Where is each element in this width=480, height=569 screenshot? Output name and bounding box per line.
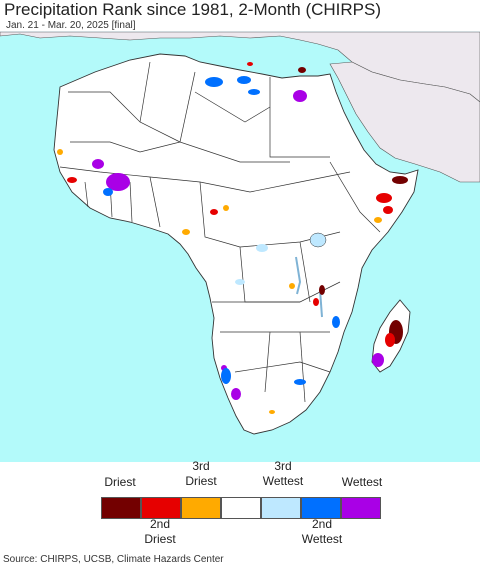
source-credit: Source: CHIRPS, UCSB, Climate Hazards Ce… xyxy=(3,554,224,565)
legend-swatch-second-wettest xyxy=(301,497,341,519)
africa-land xyxy=(53,53,419,435)
legend-swatch-third-driest xyxy=(181,497,221,519)
legend-label-third-driest: 3rd Driest xyxy=(185,459,217,488)
arabia-land xyxy=(329,61,480,183)
map-subtitle: Jan. 21 - Mar. 20, 2025 [final] xyxy=(6,20,136,31)
second-driest-patches xyxy=(67,62,395,347)
legend-label-third-wettest: 3rd Wettest xyxy=(262,459,304,488)
legend-swatch-third-wettest xyxy=(261,497,301,519)
legend-label-driest: Driest xyxy=(104,475,136,489)
country-borders xyxy=(59,61,381,403)
lake-tanganyika xyxy=(295,256,302,295)
legend: Driest 3rd Driest 3rd Wettest Wettest 2n… xyxy=(0,459,480,551)
precipitation-map xyxy=(0,31,480,462)
third-wettest-patches xyxy=(235,244,268,285)
legend-swatch-normal xyxy=(221,497,261,519)
legend-swatch-wettest xyxy=(341,497,381,519)
wettest-patches xyxy=(92,90,384,400)
lake-malawi xyxy=(319,289,323,318)
map-title: Precipitation Rank since 1981, 2-Month (… xyxy=(4,0,381,19)
legend-label-second-wettest: 2nd Wettest xyxy=(301,517,343,546)
lake-victoria xyxy=(309,232,327,248)
legend-label-second-driest: 2nd Driest xyxy=(144,517,176,546)
second-wettest-patches xyxy=(103,76,340,385)
legend-swatch-second-driest xyxy=(141,497,181,519)
third-driest-patches xyxy=(57,149,382,414)
legend-label-wettest: Wettest xyxy=(341,475,383,489)
legend-swatch-driest xyxy=(101,497,141,519)
